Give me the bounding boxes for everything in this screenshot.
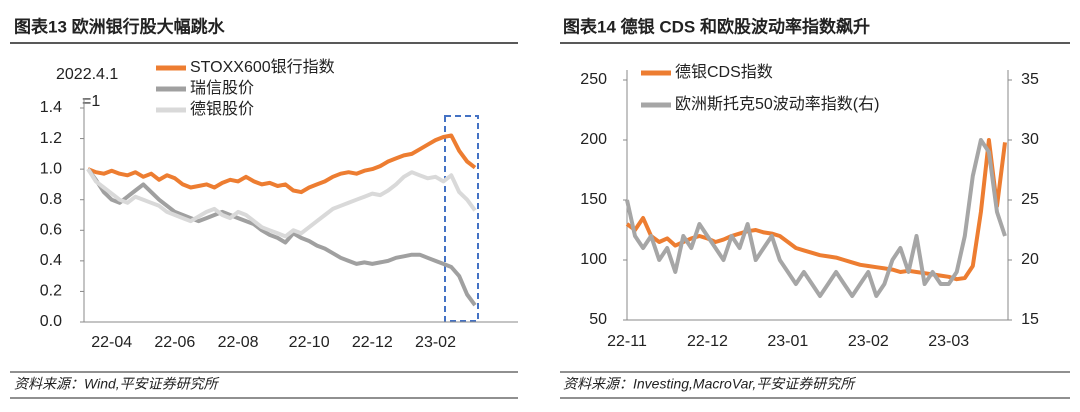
line-series — [625, 138, 1007, 282]
y2-tick-label: 15 — [1021, 311, 1039, 328]
x-tick-label: 22-11 — [607, 333, 647, 350]
legend-label: 德银CDS指数 — [675, 63, 773, 81]
y-tick-label: 1.0 — [40, 160, 62, 177]
x-tick-label: 23-02 — [415, 334, 456, 351]
x-tick-label: 22-12 — [687, 333, 728, 350]
x-tick-label: 22-08 — [218, 334, 259, 351]
highlight-box — [444, 115, 479, 322]
y2-tick-label: 30 — [1021, 131, 1039, 148]
y-tick-label: 150 — [580, 191, 607, 208]
source: 资料来源：Wind,平安证券研究所 — [14, 376, 220, 392]
x-tick-label: 22-12 — [352, 334, 393, 351]
y-tick-label: 250 — [580, 71, 607, 88]
x-tick-label: 22-06 — [154, 334, 195, 351]
x-tick-label: 22-04 — [91, 334, 132, 351]
y-tick-label: 50 — [589, 311, 607, 328]
legend-label: STOXX600银行指数 — [190, 58, 335, 76]
line-series — [87, 133, 477, 195]
y2-tick-label: 25 — [1021, 191, 1039, 208]
y2-tick-label: 35 — [1021, 71, 1039, 88]
x-tick-label: 23-03 — [928, 333, 969, 350]
legend-label: 欧洲斯托克50波动率指数(右) — [675, 95, 879, 113]
y-tick-label: 1.2 — [40, 130, 62, 147]
chart-title: 图表13 欧洲银行股大幅跳水 — [14, 16, 226, 36]
y-tick-label: 0.0 — [40, 313, 62, 330]
line-series — [86, 167, 477, 307]
y-tick-label: 0.4 — [40, 252, 62, 269]
y-tick-label: 100 — [580, 251, 607, 268]
line-series — [86, 168, 477, 239]
x-tick-label: 23-01 — [767, 333, 808, 350]
chart-title: 图表14 德银 CDS 和欧股波动率指数飙升 — [563, 16, 870, 36]
x-tick-label: 22-10 — [289, 334, 330, 351]
legend-label: 德银股价 — [190, 100, 254, 118]
line-series — [625, 138, 1007, 298]
x-tick-label: 23-02 — [848, 333, 889, 350]
legend-label: 瑞信股价 — [190, 79, 254, 97]
y-tick-label: 0.8 — [40, 191, 62, 208]
y-tick-label: 0.6 — [40, 222, 62, 239]
annotation: =1 — [82, 93, 100, 110]
y2-tick-label: 20 — [1021, 251, 1039, 268]
annotation: 2022.4.1 — [56, 66, 118, 83]
y-tick-label: 0.2 — [40, 283, 62, 300]
y-tick-label: 200 — [580, 131, 607, 148]
source: 资料来源：Investing,MacroVar,平安证券研究所 — [563, 376, 856, 392]
y-tick-label: 1.4 — [40, 99, 62, 116]
